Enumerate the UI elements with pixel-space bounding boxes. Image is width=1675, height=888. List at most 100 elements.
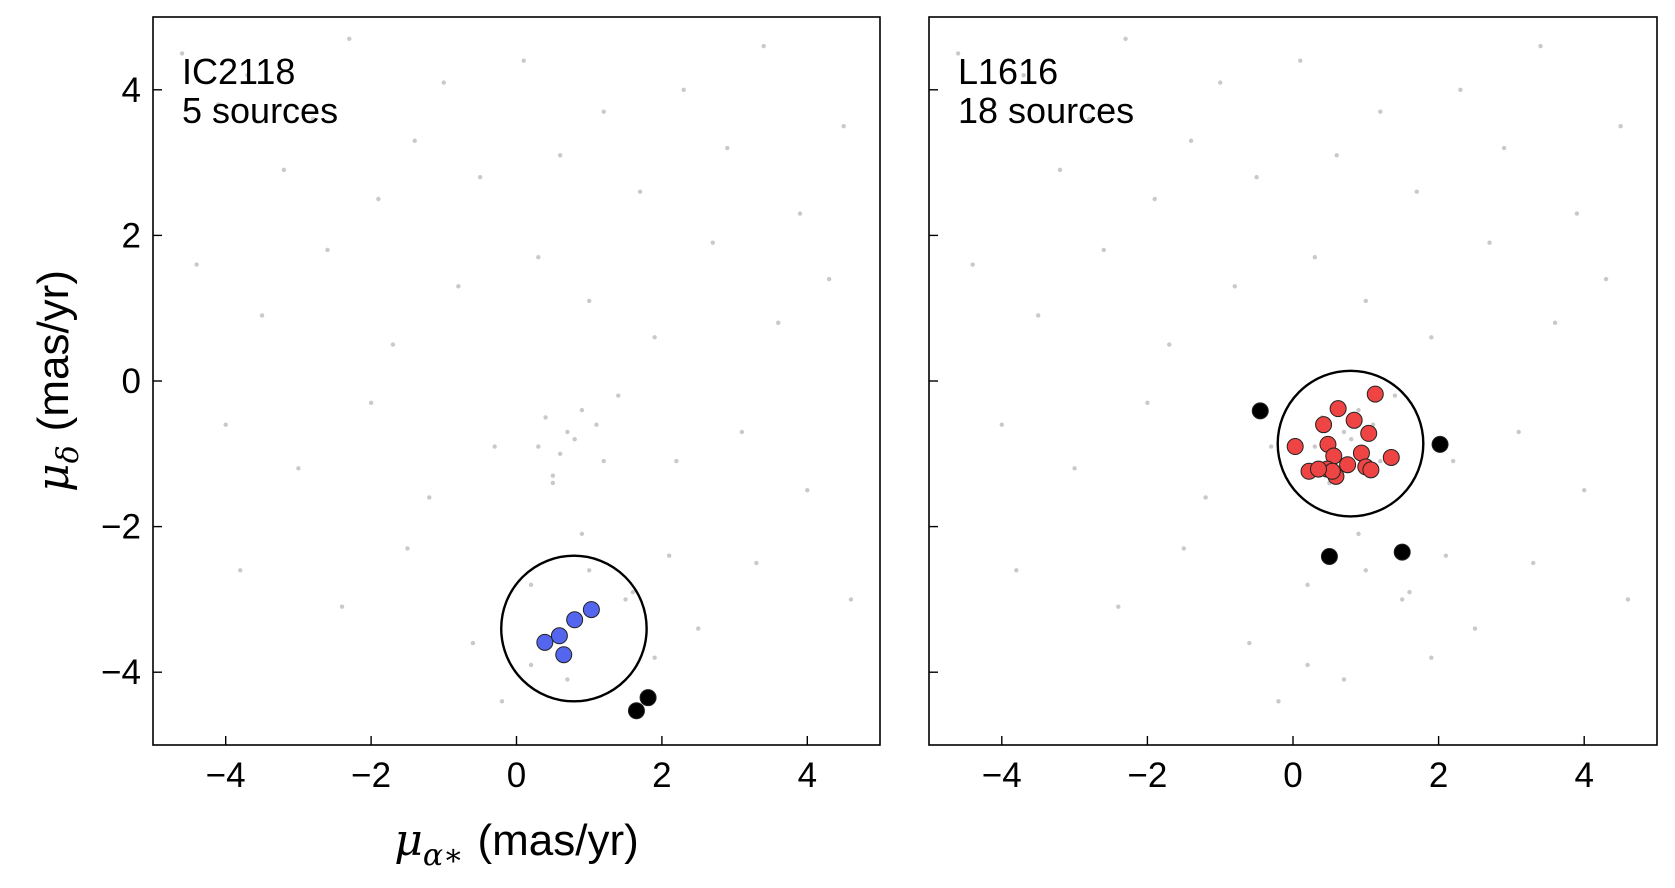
field-point [427, 495, 432, 500]
field-point [339, 604, 345, 609]
panel [179, 36, 854, 720]
field-point [1276, 699, 1281, 704]
field-point [1312, 444, 1318, 449]
source-count: 5 sources [182, 90, 338, 131]
field-point [565, 429, 570, 435]
source-point [1362, 461, 1380, 479]
field-point [1400, 597, 1405, 602]
field-point [1516, 429, 1521, 435]
field-point [579, 531, 585, 537]
source-point [1309, 460, 1327, 478]
field-point [477, 174, 483, 180]
source-point [1323, 462, 1341, 480]
source-point [566, 611, 584, 629]
field-point [955, 51, 961, 56]
field-point [1407, 589, 1412, 595]
field-point [1188, 138, 1194, 143]
field-point [1312, 255, 1318, 260]
field-point [550, 480, 556, 486]
field-point [281, 167, 287, 173]
field-point [652, 335, 657, 340]
field-point [992, 102, 997, 107]
x-tick-label: 2 [652, 756, 671, 795]
field-point [805, 488, 810, 493]
source-point [1320, 547, 1338, 565]
field-point [674, 458, 679, 464]
field-point [1123, 36, 1128, 42]
panel-label: IC2118 [182, 51, 295, 92]
field-point [259, 313, 265, 318]
field-point [536, 444, 541, 449]
field-point [470, 640, 476, 646]
field-point [623, 597, 628, 602]
field-point [594, 422, 599, 427]
field-point [1625, 597, 1631, 602]
field-point [1574, 211, 1580, 216]
source-point [1339, 456, 1357, 474]
field-point [1305, 582, 1310, 588]
field-point [1349, 437, 1354, 442]
selection-circle [1276, 369, 1425, 518]
source-point [1393, 543, 1411, 561]
field-point [521, 58, 526, 63]
y-tick-label: −4 [101, 653, 141, 692]
field-point [587, 568, 592, 573]
field-point [1036, 313, 1041, 318]
field-point [325, 247, 330, 253]
field-point [970, 262, 975, 267]
field-point [1341, 429, 1347, 435]
field-point [1603, 276, 1609, 282]
field-point [296, 466, 301, 471]
field-point [601, 109, 606, 114]
field-point [637, 189, 643, 194]
field-point [1145, 400, 1150, 406]
field-point [579, 407, 585, 413]
field-point [368, 400, 374, 406]
panel [955, 36, 1631, 704]
field-point [1363, 298, 1369, 304]
field-point [1443, 553, 1449, 558]
field-point [238, 568, 243, 573]
source-point [1286, 438, 1304, 456]
x-tick-label: 2 [1429, 756, 1448, 795]
field-point [1356, 407, 1361, 413]
field-point [1254, 174, 1259, 180]
field-point [536, 255, 541, 260]
x-tick-label: −4 [206, 756, 246, 795]
source-point [627, 702, 645, 720]
x-tick-label: 4 [798, 756, 817, 795]
y-tick-label: −2 [101, 508, 141, 547]
field-point [999, 422, 1004, 427]
field-point [492, 444, 497, 449]
source-point [582, 601, 600, 619]
field-point [1501, 145, 1507, 151]
field-point [1552, 320, 1558, 325]
field-point [1305, 662, 1310, 668]
field-point [1101, 247, 1106, 253]
field-point [666, 553, 672, 558]
field-point [216, 102, 221, 107]
field-point [1247, 640, 1252, 646]
field-point [1014, 568, 1019, 573]
field-point [194, 262, 199, 267]
x-tick-label: 0 [507, 756, 526, 795]
field-point [550, 473, 556, 478]
field-point [696, 626, 701, 631]
field-point [616, 393, 621, 398]
field-point [1268, 444, 1274, 449]
axis-symbol: μ [394, 815, 423, 866]
field-point [754, 560, 759, 566]
field-point [1392, 393, 1398, 398]
field-point [1086, 116, 1092, 122]
field-point [390, 342, 396, 347]
field-point [1487, 240, 1492, 245]
field-point [1538, 43, 1543, 49]
field-point [739, 429, 745, 435]
source-point [536, 633, 554, 651]
field-point [528, 582, 534, 588]
axis-unit: (mas/yr) [477, 816, 638, 865]
field-point [725, 145, 730, 151]
field-point [499, 699, 505, 704]
field-point [1531, 560, 1536, 566]
field-point [543, 415, 548, 420]
